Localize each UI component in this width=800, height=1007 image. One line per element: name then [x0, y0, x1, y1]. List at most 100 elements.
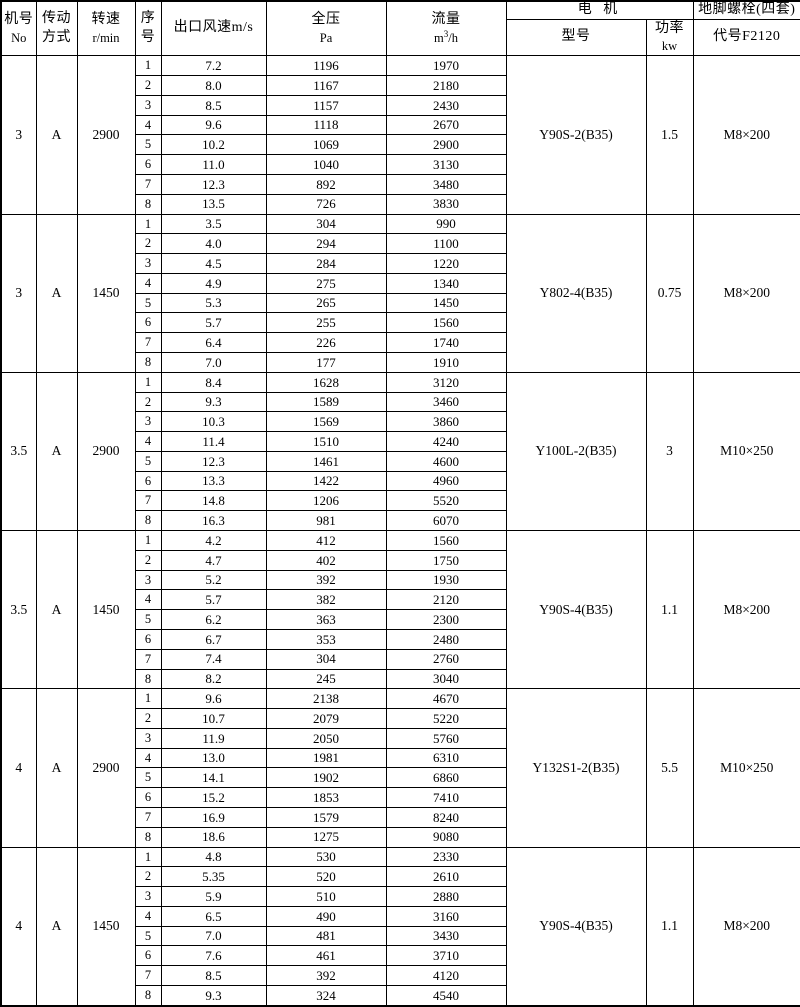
cell-motor-power: 3: [645, 371, 694, 532]
cell-total-pressure: 490: [265, 905, 387, 927]
cell-seq: 5: [134, 292, 162, 314]
cell-total-pressure: 304: [265, 213, 387, 235]
cell-seq: 6: [134, 787, 162, 808]
cell-speed: 2900: [76, 55, 136, 215]
cell-total-pressure: 255: [265, 312, 387, 334]
cell-seq: 6: [134, 312, 162, 334]
cell-seq: 3: [134, 569, 162, 591]
cell-seq: 4: [134, 431, 162, 452]
cell-seq: 6: [134, 945, 162, 967]
cell-seq: 8: [134, 985, 162, 1007]
cell-machine-no: 3: [0, 213, 37, 373]
table-row: 7 14.8 1206 5520: [1, 490, 800, 512]
table-row: 7 16.9 1579 8240: [1, 806, 800, 828]
cell-outlet-velocity: 10.3: [160, 411, 267, 433]
cell-total-pressure: 1206: [265, 490, 387, 512]
cell-outlet-velocity: 4.5: [160, 253, 267, 274]
cell-seq: 7: [134, 806, 162, 828]
table-header: 机号 No 传动 方式 转速 r/min 序 号: [0, 0, 800, 57]
cell-drive-type: A: [35, 846, 78, 1007]
header-motor-model: 型号: [505, 18, 647, 57]
cell-total-pressure: 1422: [265, 470, 387, 492]
table-row: 6 6.7 353 2480: [1, 628, 800, 650]
cell-flow: 3430: [385, 925, 507, 947]
cell-outlet-velocity: 4.2: [160, 530, 267, 551]
cell-total-pressure: 412: [265, 530, 387, 551]
cell-outlet-velocity: 9.3: [160, 985, 267, 1007]
cell-motor-power: 1.5: [645, 55, 694, 215]
cell-flow: 3830: [385, 193, 507, 215]
cell-flow: 6860: [385, 767, 507, 789]
cell-outlet-velocity: 16.9: [160, 806, 267, 828]
cell-flow: 2180: [385, 75, 507, 96]
header-machine-no-cn: 机号: [4, 11, 34, 27]
table-row: 7 6.4 226 1740: [1, 332, 800, 353]
cell-motor-model: Y90S-4(B35): [505, 530, 647, 690]
header-anchor-bolt-cn: 地脚螺栓(四套): [698, 2, 796, 17]
cell-total-pressure: 1040: [265, 154, 387, 175]
header-seq-sub: 号: [140, 29, 156, 45]
cell-machine-no: 4: [0, 688, 37, 848]
cell-outlet-velocity: 13.5: [160, 193, 267, 215]
cell-seq: 4: [134, 905, 162, 927]
cell-outlet-velocity: 5.9: [160, 886, 267, 907]
cell-outlet-velocity: 8.0: [160, 75, 267, 96]
cell-total-pressure: 177: [265, 352, 387, 373]
cell-flow: 990: [385, 213, 507, 235]
header-flow-unit-sup: 3: [443, 28, 449, 39]
cell-total-pressure: 392: [265, 965, 387, 986]
cell-motor-power: 5.5: [645, 688, 694, 848]
cell-outlet-velocity: 7.6: [160, 945, 267, 967]
cell-outlet-velocity: 8.2: [160, 668, 267, 690]
cell-flow: 2480: [385, 628, 507, 650]
cell-outlet-velocity: 4.0: [160, 233, 267, 255]
cell-outlet-velocity: 3.5: [160, 213, 267, 235]
table-row: 3 5.2 392 1930: [1, 569, 800, 591]
cell-flow: 3040: [385, 668, 507, 690]
cell-outlet-velocity: 18.6: [160, 826, 267, 848]
cell-total-pressure: 1275: [265, 826, 387, 848]
cell-outlet-velocity: 8.5: [160, 94, 267, 116]
cell-total-pressure: 363: [265, 609, 387, 630]
cell-outlet-velocity: 7.0: [160, 925, 267, 947]
cell-flow: 1750: [385, 549, 507, 571]
cell-motor-power: 1.1: [645, 530, 694, 690]
cell-seq: 7: [134, 965, 162, 986]
header-machine-no-sub: No: [11, 30, 27, 45]
cell-seq: 1: [134, 371, 162, 393]
cell-flow: 3120: [385, 371, 507, 393]
cell-flow: 1560: [385, 530, 507, 551]
header-anchor-bolt: 地脚螺栓(四套): [692, 0, 800, 20]
cell-flow: 2430: [385, 94, 507, 116]
header-outlet-velocity: 出口风速m/s: [160, 0, 267, 57]
cell-motor-power: 0.75: [645, 213, 694, 373]
cell-seq: 5: [134, 134, 162, 156]
cell-seq: 6: [134, 628, 162, 650]
table-row: 4 4.9 275 1340: [1, 272, 800, 294]
cell-motor-model: Y802-4(B35): [505, 213, 647, 373]
cell-outlet-velocity: 4.7: [160, 549, 267, 571]
cell-outlet-velocity: 12.3: [160, 173, 267, 195]
cell-flow: 2330: [385, 846, 507, 868]
cell-flow: 3480: [385, 173, 507, 195]
cell-outlet-velocity: 16.3: [160, 510, 267, 532]
header-speed-cn: 转速: [91, 11, 121, 27]
cell-total-pressure: 1157: [265, 94, 387, 116]
cell-seq: 4: [134, 272, 162, 294]
cell-flow: 6070: [385, 510, 507, 532]
header-speed-sub: r/min: [92, 30, 120, 45]
cell-motor-model: Y90S-2(B35): [505, 55, 647, 215]
cell-outlet-velocity: 6.5: [160, 905, 267, 927]
cell-flow: 1740: [385, 332, 507, 353]
cell-outlet-velocity: 8.4: [160, 371, 267, 393]
cell-speed: 2900: [76, 371, 136, 532]
table-row: 4 A 2900 1 9.6 2138 4670 Y132S1-2(B35) 5.5 M10×25…: [0, 688, 800, 848]
cell-seq: 6: [134, 470, 162, 492]
cell-drive-type: A: [35, 688, 78, 848]
cell-seq: 1: [134, 688, 162, 710]
header-anchor-bolt-code-text: 代号F2120: [713, 29, 781, 45]
table-row: 6 11.0 1040 3130: [1, 154, 800, 175]
cell-total-pressure: 294: [265, 233, 387, 255]
table-row: 4 A 1450 1 4.8 530 2330 Y90S-4(B35) 1.1 M8×200: [0, 846, 800, 1007]
cell-seq: 7: [134, 490, 162, 512]
